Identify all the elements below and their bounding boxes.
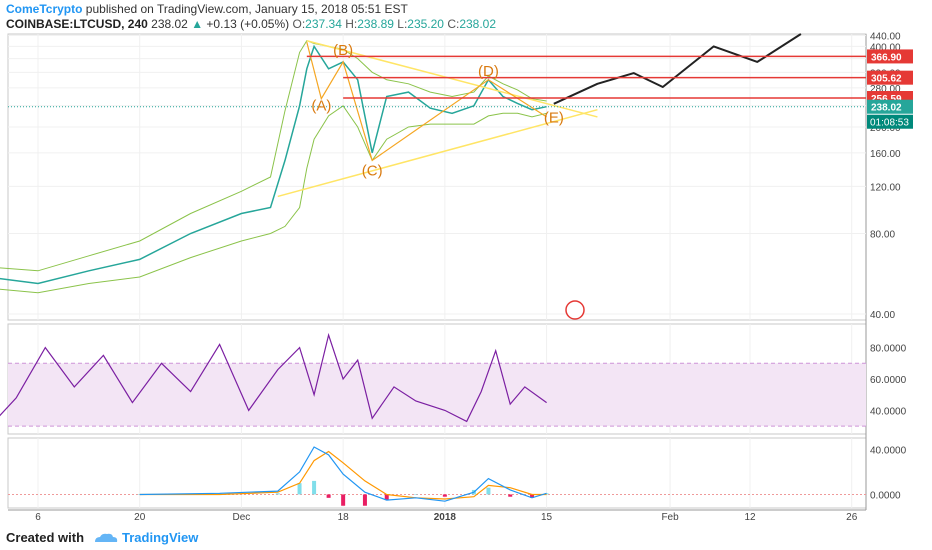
macd-histogram-bar (486, 487, 491, 495)
macd-histogram-bar (508, 494, 513, 497)
wave-label: (C) (362, 162, 383, 179)
triangle-lower-line (277, 108, 598, 198)
resistance-label: 305.62 (871, 74, 902, 85)
time-tick-label: 12 (744, 512, 756, 523)
time-tick-label: 18 (338, 512, 350, 523)
macd-histogram-bar (530, 494, 535, 498)
macd-histogram-bar (413, 494, 418, 495)
bollinger-lower-line (0, 105, 547, 294)
current-price-badge (867, 99, 913, 114)
price-tick-label: 120.00 (870, 182, 901, 193)
wave-label: (A) (311, 98, 331, 115)
rsi-tick-label: 80.0000 (870, 344, 907, 355)
rsi-line (0, 332, 547, 423)
price-tick-label: 280.00 (870, 84, 901, 95)
time-tick-label: Feb (661, 512, 679, 523)
macd-histogram-bar (326, 494, 331, 498)
current-price-label: 238.02 (871, 103, 902, 114)
publish-line: ComeTcrypto published on TradingView.com… (6, 2, 496, 17)
rsi-tick-label: 60.0000 (870, 375, 907, 386)
tradingview-cloud-icon (95, 533, 118, 542)
macd-histogram-bar (341, 494, 346, 506)
time-tick-label: 6 (35, 512, 41, 523)
bollinger-upper-line (0, 40, 547, 272)
time-tick-label: Dec (233, 512, 251, 523)
rsi-tick-label: 40.0000 (870, 406, 907, 417)
macd-histogram-bar (442, 494, 447, 497)
footer: Created with TradingView (0, 526, 932, 550)
time-tick-label: 2018 (434, 512, 457, 523)
macd-histogram-bar (384, 494, 389, 501)
chart-canvas[interactable]: 440.00400.00360.00320.00280.00240.00200.… (0, 0, 932, 526)
time-tick-label: 26 (846, 512, 858, 523)
resistance-label: 366.90 (871, 52, 902, 63)
countdown-label: 01:08:53 (870, 118, 909, 129)
macd-tick-label: 40.0000 (870, 445, 907, 456)
price-tick-label: 80.00 (870, 229, 895, 240)
macd-pane (7, 437, 867, 509)
triangle-upper-line (306, 39, 598, 118)
flag-badge-icon (565, 300, 585, 320)
last-price: 238.02 (151, 17, 188, 31)
macd-histogram-bar (275, 493, 280, 495)
close-value: 238.02 (459, 17, 497, 31)
countdown-badge (867, 114, 913, 129)
price-change: +0.13 (+0.05%) (206, 17, 290, 31)
wave-label: (B) (333, 42, 353, 59)
resistance-badge (867, 70, 913, 85)
up-arrow-icon: ▲ (191, 17, 204, 31)
chart-header: ComeTcrypto published on TradingView.com… (6, 2, 496, 32)
macd-signal-line (139, 450, 547, 500)
price-tick-label: 400.00 (870, 42, 901, 53)
rsi-band (8, 363, 866, 427)
ohlc-line: COINBASE:LTCUSD, 240 238.02 ▲ +0.13 (+0.… (6, 17, 496, 32)
time-tick-label: 15 (541, 512, 553, 523)
projection-path (553, 33, 802, 105)
author-link[interactable]: ComeTcrypto (6, 2, 83, 16)
wave-label: (D) (478, 63, 499, 80)
macd-histogram-bar (297, 483, 302, 495)
elliott-wave-path (306, 41, 547, 162)
resistance-label: 256.59 (871, 94, 902, 105)
close-label: C: (447, 17, 460, 31)
high-value: 238.89 (357, 17, 394, 31)
resistance-badge (867, 49, 913, 64)
symbol-label: COINBASE:LTCUSD, 240 (6, 17, 148, 31)
macd-histogram-bar (362, 494, 367, 506)
wave-label: (E) (544, 109, 564, 126)
open-value: 237.34 (305, 17, 342, 31)
time-tick-label: 20 (134, 512, 146, 523)
created-with-text: Created with (6, 530, 85, 545)
published-text: published on TradingView.com, January 15… (85, 2, 408, 16)
low-value: 235.20 (407, 17, 444, 31)
macd-line (139, 446, 547, 502)
macd-tick-label: 0.0000 (870, 490, 901, 501)
macd-histogram-bar (312, 480, 317, 495)
price-tick-label: 40.00 (870, 310, 895, 321)
price-tick-label: 160.00 (870, 149, 901, 160)
high-label: H: (345, 17, 358, 31)
tradingview-brand[interactable]: TradingView (122, 530, 199, 545)
open-label: O: (292, 17, 306, 31)
price-tick-label: 440.00 (870, 31, 901, 42)
low-label: L: (397, 17, 408, 31)
